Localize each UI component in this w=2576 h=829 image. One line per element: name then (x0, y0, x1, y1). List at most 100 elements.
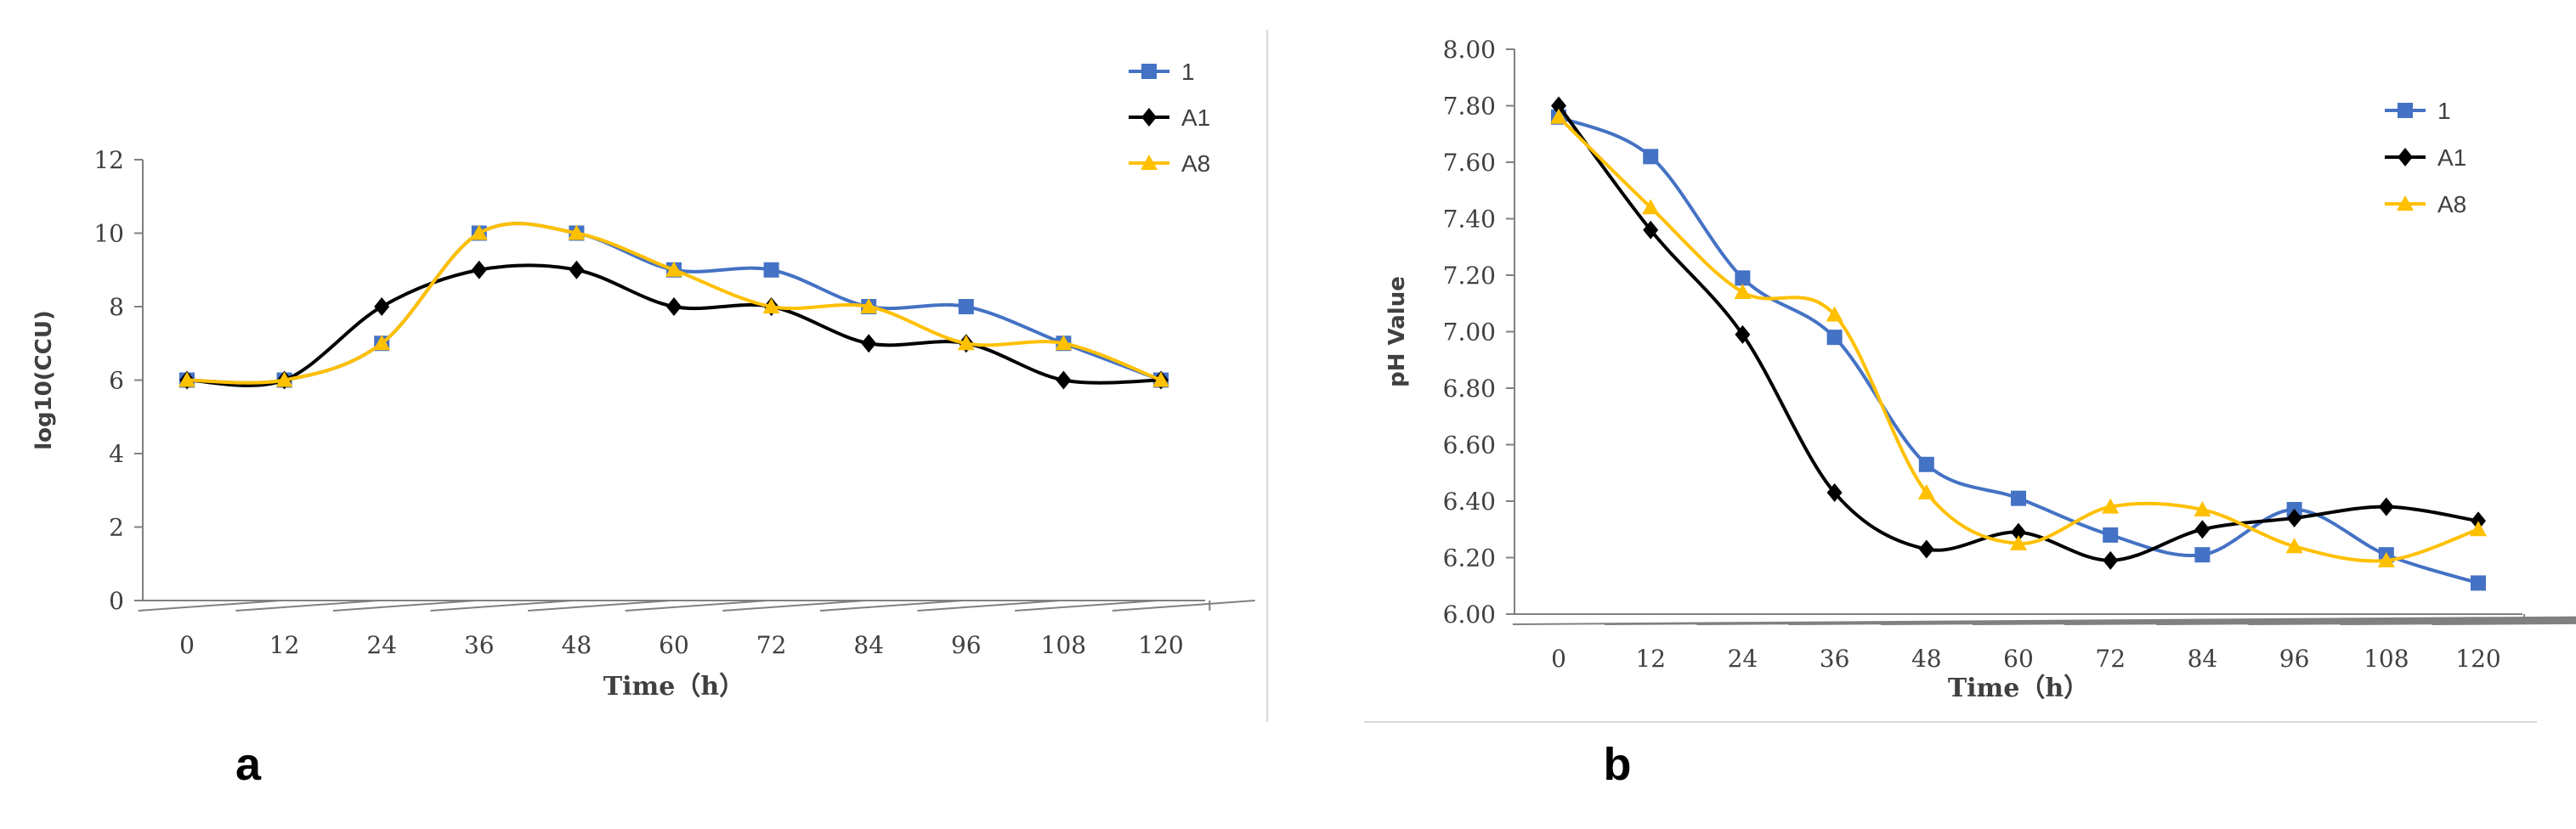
series-A8 (178, 222, 1169, 387)
series-1-point (1826, 330, 1843, 346)
series-A8-point (762, 298, 780, 313)
panel-label: b (1604, 739, 1632, 790)
x-tick-label: 108 (2364, 645, 2409, 673)
series-A1-point (2286, 508, 2302, 527)
x-tick-label: 120 (2455, 645, 2500, 673)
y-tick-label: 7.00 (1443, 319, 1496, 347)
series-A1-point (471, 260, 487, 279)
legend-marker (2398, 103, 2413, 118)
x-tick-label: 36 (1820, 645, 1850, 673)
series-A8-point (2102, 498, 2120, 514)
x-tick-label: 0 (1551, 645, 1566, 673)
x-tick-label: 72 (2095, 645, 2126, 673)
series-A8-line (1557, 116, 2479, 563)
x-axis-title: Time（h） (1948, 674, 2089, 703)
x-tick (528, 600, 671, 612)
series-A1-point (666, 297, 682, 316)
series-A1-point (861, 334, 877, 353)
x-tick-label: 24 (1728, 645, 1758, 673)
y-tick-label: 10 (93, 220, 124, 248)
series-1-point (2011, 490, 2026, 506)
series-A1-point (1056, 370, 1072, 390)
legend-marker (1141, 155, 1158, 170)
legend-label: 1 (1181, 59, 1195, 85)
y-tick-label: 0 (109, 587, 124, 615)
series-A8-point (1550, 108, 1567, 124)
y-tick-label: 4 (109, 440, 124, 468)
series-A8-point (1826, 306, 1843, 322)
legend-item-1: 1 (2385, 98, 2451, 124)
x-tick (235, 600, 379, 612)
y-tick-label: 12 (93, 146, 124, 174)
legend-marker (1141, 108, 1157, 127)
series-A8-point (1642, 199, 1660, 215)
y-tick-label: 7.60 (1443, 149, 1496, 177)
series-1-point (1735, 270, 1751, 286)
y-tick-label: 6 (109, 367, 124, 395)
series-A8-point (2470, 521, 2487, 537)
x-tick (1015, 600, 1158, 612)
legend-label: A1 (2437, 144, 2466, 171)
series-A8-point (178, 371, 195, 387)
legend-item-A8: A8 (1129, 150, 1210, 177)
series-A1-point (1826, 483, 1843, 503)
y-tick-label: 6.00 (1443, 601, 1496, 629)
series-1-point (2471, 575, 2486, 591)
series-A1-point (1551, 96, 1566, 116)
x-tick-label: 12 (1635, 645, 1666, 673)
series-1-point (763, 262, 779, 278)
x-tick (917, 600, 1061, 612)
y-axis-title: log10(CCU) (31, 310, 57, 450)
series-A8-point (2285, 538, 2303, 554)
x-tick-label: 96 (2279, 645, 2310, 673)
x-tick-label: 12 (269, 631, 300, 659)
legend-label: 1 (2437, 98, 2451, 124)
series-1-line (1558, 115, 2479, 585)
legend-item-A1: A1 (2385, 144, 2466, 171)
y-axis-title: pH Value (1384, 276, 1410, 387)
series-A8-point (860, 298, 878, 313)
y-tick-label: 6.80 (1443, 375, 1496, 403)
series-A8-point (957, 335, 975, 351)
series-A8-point (470, 224, 488, 240)
series-A8-point (373, 335, 391, 351)
x-tick-label: 24 (366, 631, 397, 659)
legend-label: A8 (1181, 150, 1210, 177)
panel-b: 6.00 6.20 6.40 6.60 6.80 7.00 7.20 7.40 7.60 7.80… (1384, 36, 2576, 790)
legend-marker (2398, 148, 2413, 166)
series-A8-point (1734, 283, 1752, 299)
x-tick (625, 600, 768, 612)
series-A8-point (2377, 551, 2395, 567)
series-A1-point (2194, 520, 2211, 539)
series-A8-point (1055, 335, 1073, 351)
series-A1-point (2103, 550, 2119, 570)
x-tick-label: 84 (853, 631, 884, 659)
x-tick-label: 120 (1138, 631, 1183, 659)
y-tick-label: 8.00 (1443, 36, 1496, 64)
legend-label: A1 (1181, 104, 1210, 131)
series-A8 (1550, 108, 2487, 567)
x-tick-label: 96 (951, 631, 982, 659)
series-1-point (2103, 527, 2119, 543)
y-tick-label: 2 (109, 514, 124, 542)
series-A1-point (2378, 497, 2394, 516)
series-A8-point (2010, 534, 2027, 550)
x-axis-title: Time（h） (603, 672, 744, 702)
legend-item-A8: A8 (2385, 191, 2466, 217)
series-1-point (2194, 547, 2211, 563)
legend-marker (2397, 195, 2414, 211)
series-A1-point (569, 260, 585, 279)
x-tick-label: 84 (2188, 645, 2218, 673)
series-1-point (958, 299, 974, 314)
x-tick-label: 48 (562, 631, 592, 659)
x-tick-label: 60 (659, 631, 689, 659)
y-tick-label: 6.40 (1443, 488, 1496, 516)
legend-item-A1: A1 (1129, 104, 1210, 131)
y-tick-label: 7.20 (1443, 262, 1496, 290)
panel-label: a (235, 739, 262, 790)
series-A8-point (665, 261, 682, 277)
y-tick-label: 6.60 (1443, 431, 1496, 460)
x-tick (430, 600, 574, 612)
y-tick-label: 7.40 (1443, 206, 1496, 234)
